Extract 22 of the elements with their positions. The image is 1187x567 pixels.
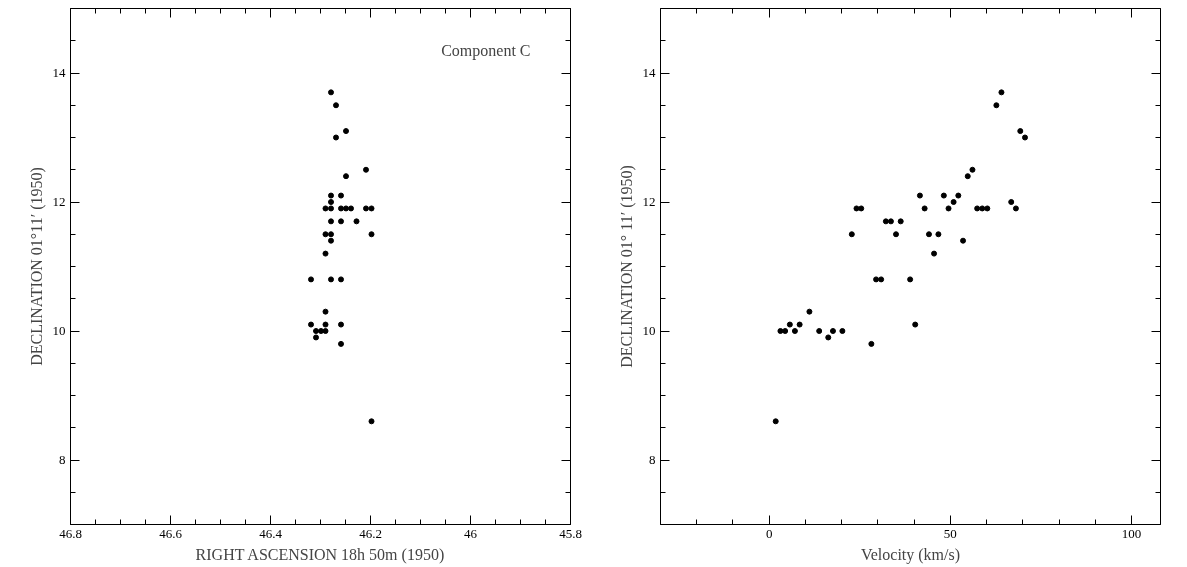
y-axis-title: DECLINATION 01°11′ (1950) [27,167,46,366]
x-tick-label: 45.8 [559,525,582,541]
x-tick-label: 50 [943,525,957,541]
y-tick-label: 10 [642,323,656,338]
x-axis-title: RIGHT ASCENSION 18h 50m (1950) [195,545,445,564]
x-tick-label: 46.4 [259,525,283,541]
annotation: Component C [441,41,531,60]
x-tick-label: 100 [1121,525,1142,541]
y-tick-label: 10 [52,323,66,338]
x-tick-label: 46.6 [159,525,183,541]
x-tick-label: 0 [765,525,773,541]
y-tick-label: 8 [649,452,656,467]
x-tick-label: 46 [464,525,478,541]
x-tick-label: 46.2 [359,525,382,541]
y-tick-label: 12 [52,194,66,209]
y-axis-title: DECLINATION 01° 11′ (1950) [617,165,636,368]
y-tick-label: 12 [642,194,656,209]
x-axis-title: Velocity (km/s) [860,545,961,564]
y-tick-label: 8 [59,452,66,467]
x-tick-label: 46.8 [59,525,82,541]
y-tick-label: 14 [642,65,656,80]
y-tick-label: 14 [52,65,66,80]
